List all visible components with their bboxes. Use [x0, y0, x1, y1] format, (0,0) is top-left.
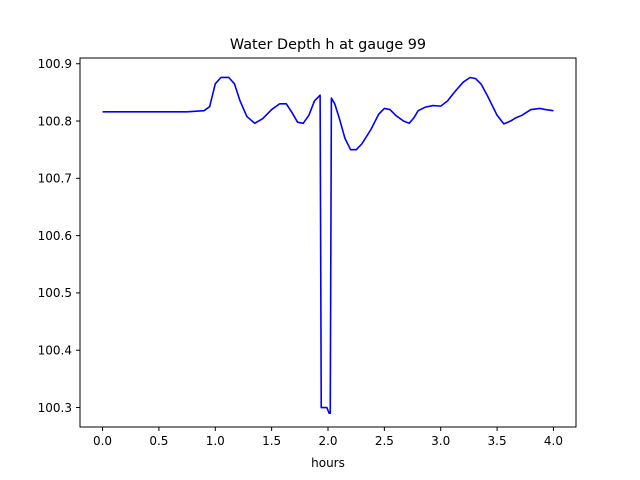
x-tick-label: 1.0	[206, 434, 225, 448]
x-tick-label: 2.0	[318, 434, 337, 448]
y-axis-ticks: 100.3 100.4 100.5 100.6 100.7 100.8 100.9	[38, 57, 80, 415]
y-tick-label: 100.4	[38, 344, 72, 358]
x-tick-label: 2.5	[375, 434, 394, 448]
y-tick-label: 100.6	[38, 229, 72, 243]
chart-title: Water Depth h at gauge 99	[230, 37, 426, 53]
series-line-0	[102, 76, 554, 415]
x-tick-label: 0.0	[93, 434, 112, 448]
y-tick-label: 100.3	[38, 401, 72, 415]
y-tick-label: 100.8	[38, 114, 72, 128]
x-tick-label: 1.5	[262, 434, 281, 448]
x-tick-label: 3.5	[488, 434, 507, 448]
x-tick-label: 4.0	[544, 434, 563, 448]
data-layer	[102, 76, 554, 415]
y-tick-label: 100.9	[38, 57, 72, 71]
y-tick-label: 100.5	[38, 286, 72, 300]
x-axis-ticks: 0.0 0.5 1.0 1.5 2.0 2.5 3.0 3.5 4.0	[93, 427, 563, 448]
x-tick-label: 3.0	[431, 434, 450, 448]
x-tick-label: 0.5	[149, 434, 168, 448]
y-tick-label: 100.7	[38, 172, 72, 186]
x-axis-label: hours	[311, 456, 345, 470]
